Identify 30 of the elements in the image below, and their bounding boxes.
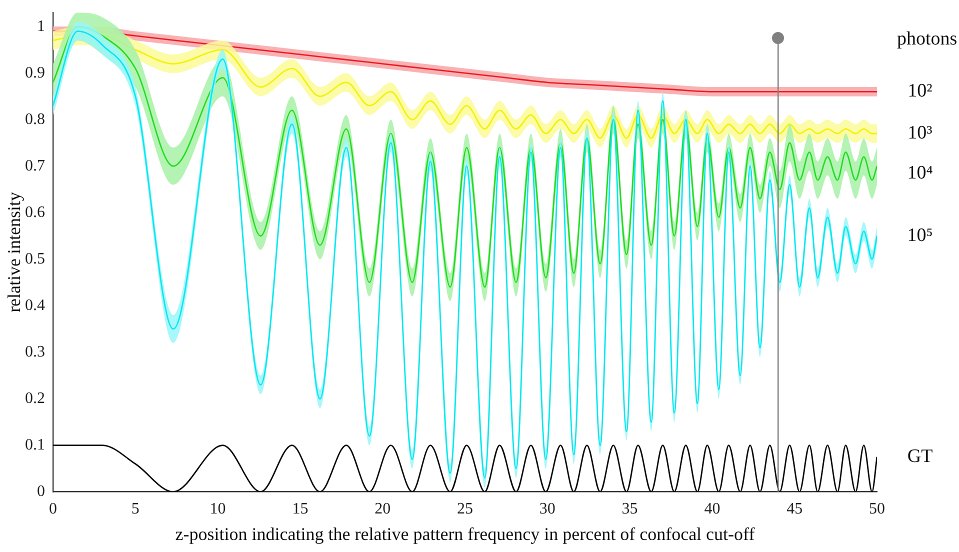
x-tick-label: 10 xyxy=(210,500,226,518)
x-tick-label: 15 xyxy=(292,500,308,518)
x-tick-label: 45 xyxy=(786,500,803,518)
series-label: GT xyxy=(907,446,934,467)
y-tick-label: 0.3 xyxy=(25,343,45,360)
series-label: 10³ xyxy=(908,122,933,144)
x-tick-label: 40 xyxy=(704,500,720,518)
series-label: 10² xyxy=(908,80,933,102)
y-axis-title: relative intensity xyxy=(4,192,24,312)
x-tick-label: 50 xyxy=(869,500,885,518)
series-label: 10⁵ xyxy=(907,224,933,246)
x-tick-label: 35 xyxy=(622,500,638,518)
legend-title: photons xyxy=(897,28,958,50)
x-tick-label: 20 xyxy=(374,500,391,518)
x-tick-label: 25 xyxy=(457,500,473,518)
x-tick-label: 5 xyxy=(131,500,140,518)
y-tick-label: 0.5 xyxy=(25,250,45,268)
y-tick-label: 0.9 xyxy=(25,64,45,82)
y-tick-label: 0.8 xyxy=(25,110,45,128)
series-label: 10⁴ xyxy=(907,162,934,184)
x-tick-label: 0 xyxy=(49,500,57,518)
y-tick-label: 0 xyxy=(37,483,45,500)
x-axis-title: z-position indicating the relative pattern frequency in percent of confocal cut-off xyxy=(175,524,755,544)
y-tick-label: 0.6 xyxy=(25,204,45,221)
y-tick-label: 0.4 xyxy=(25,296,45,314)
y-tick-label: 0.1 xyxy=(25,436,45,454)
x-tick-label: 30 xyxy=(539,500,556,518)
y-tick-label: 1 xyxy=(37,18,45,35)
y-tick-label: 0.7 xyxy=(25,157,45,174)
y-tick-label: 0.2 xyxy=(25,390,45,407)
